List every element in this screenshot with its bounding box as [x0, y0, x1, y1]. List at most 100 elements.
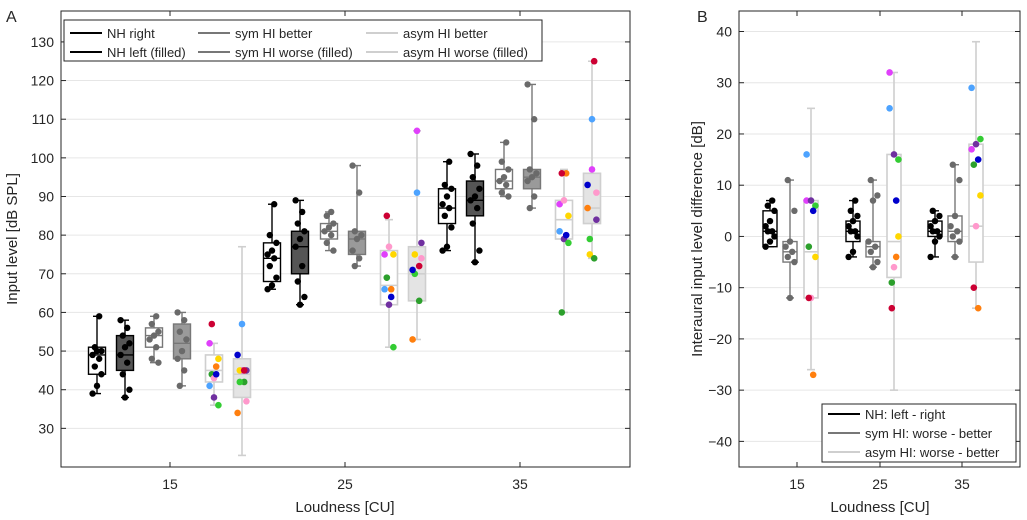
data-point	[150, 332, 158, 339]
data-point	[148, 355, 155, 362]
data-point	[292, 197, 299, 204]
asym-data-point	[977, 192, 984, 199]
asym-data-point	[968, 84, 975, 92]
asym-data-point	[807, 197, 815, 204]
asym-data-point	[418, 255, 425, 262]
asym-data-point	[977, 135, 984, 143]
asym-data-point	[415, 297, 423, 305]
data-point	[769, 228, 776, 235]
data-point	[153, 313, 160, 320]
legend-b-text-2: sym HI: worse - better	[865, 426, 993, 441]
data-point	[358, 231, 365, 239]
data-point	[764, 228, 771, 235]
data-point	[951, 253, 959, 261]
data-point	[91, 363, 99, 370]
data-point	[98, 371, 105, 378]
asym-data-point	[584, 204, 591, 212]
asym-data-point	[558, 170, 566, 177]
data-point	[96, 355, 103, 362]
asym-data-point	[215, 401, 222, 409]
data-point	[323, 212, 330, 220]
asym-data-point	[243, 398, 250, 405]
data-point	[321, 228, 328, 235]
asym-data-point	[240, 367, 248, 374]
data-point	[126, 340, 133, 347]
data-point	[174, 309, 181, 316]
data-point	[294, 278, 301, 285]
data-point	[791, 207, 798, 215]
data-point	[292, 243, 299, 250]
data-point	[330, 220, 337, 227]
asym-data-point	[418, 239, 425, 247]
asym-data-point	[206, 382, 213, 390]
data-point	[865, 238, 872, 245]
data-point	[956, 238, 963, 245]
data-point	[854, 233, 861, 240]
data-point	[474, 162, 481, 169]
data-point	[117, 351, 124, 359]
data-point	[301, 228, 308, 235]
asym-data-point	[588, 115, 596, 123]
asym-data-point	[886, 105, 893, 112]
data-point	[98, 347, 105, 355]
data-point	[764, 202, 771, 209]
panel-b-ticks: −40 −30 −20 −10 0 10 20 30 40 15 25 35	[708, 11, 1020, 492]
data-point	[951, 212, 959, 220]
asym-data-point	[888, 304, 896, 312]
asym-data-point	[972, 222, 980, 230]
data-point	[176, 382, 183, 390]
data-point	[762, 243, 769, 250]
data-point	[93, 382, 101, 390]
data-point	[271, 255, 278, 262]
data-point	[503, 181, 510, 189]
asym-data-point	[805, 294, 813, 302]
data-point	[936, 233, 943, 240]
asym-data-point	[968, 146, 975, 153]
panel-b-legend: NH: left - right sym HI: worse - better …	[821, 403, 1017, 463]
box-body	[290, 230, 310, 275]
asym-data-point	[974, 304, 982, 312]
data-point	[476, 247, 483, 254]
data-point	[872, 243, 879, 250]
panel-b-ytick-label: 30	[716, 75, 732, 91]
data-point	[349, 247, 356, 254]
asym-data-point	[381, 251, 388, 258]
data-point	[505, 193, 512, 200]
data-point	[762, 222, 769, 230]
data-point	[766, 217, 774, 225]
data-point	[448, 185, 455, 192]
data-point	[301, 293, 308, 301]
panel-b-xlabel: Loudness [CU]	[830, 499, 929, 516]
data-point	[296, 301, 304, 308]
data-point	[124, 324, 131, 332]
asym-data-point	[556, 200, 563, 208]
asym-data-point	[593, 189, 600, 196]
panel-a-ytick-label: 130	[31, 34, 55, 50]
data-point	[299, 208, 306, 216]
data-point	[784, 176, 791, 184]
data-point	[771, 233, 778, 240]
asym-data-point	[212, 370, 220, 378]
asym-data-point	[234, 409, 241, 417]
data-point	[266, 231, 273, 239]
asym-data-point	[215, 355, 222, 363]
asym-data-point	[413, 127, 421, 135]
asym-data-point	[812, 253, 819, 261]
data-point	[524, 177, 531, 185]
asym-data-point	[584, 181, 591, 189]
data-point	[121, 344, 129, 351]
data-point	[469, 173, 476, 181]
data-point	[271, 201, 278, 208]
data-point	[328, 231, 335, 239]
asym-data-point	[805, 243, 813, 250]
panel-a-legend-box	[63, 19, 543, 62]
asym-data-point	[590, 255, 598, 262]
legend-a-text-5: asym HI better	[403, 26, 488, 41]
data-point	[439, 201, 446, 208]
data-point	[264, 251, 271, 258]
asym-data-point	[562, 231, 570, 239]
data-point	[446, 204, 453, 212]
data-point	[524, 81, 531, 88]
data-point	[119, 332, 127, 339]
data-point	[268, 282, 276, 289]
